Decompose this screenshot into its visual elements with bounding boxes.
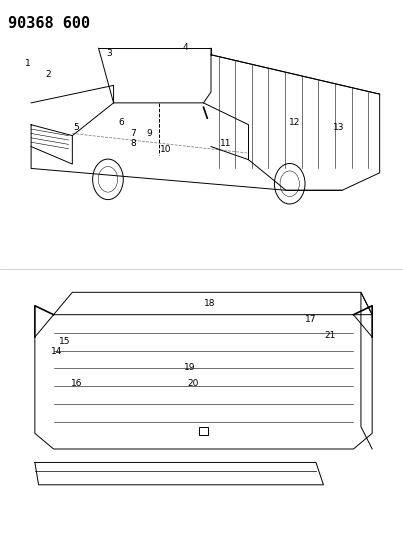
Text: 7: 7 xyxy=(130,129,136,138)
Text: 18: 18 xyxy=(204,300,215,308)
Text: 12: 12 xyxy=(289,118,300,127)
Text: 1: 1 xyxy=(25,60,31,68)
Text: 2: 2 xyxy=(46,70,51,79)
Text: 13: 13 xyxy=(333,124,344,132)
Text: 8: 8 xyxy=(130,140,136,148)
Text: 21: 21 xyxy=(325,332,336,340)
Bar xyxy=(199,427,208,435)
Text: 9: 9 xyxy=(146,129,152,138)
Text: 16: 16 xyxy=(71,379,82,388)
Text: 15: 15 xyxy=(59,337,70,345)
Text: 19: 19 xyxy=(184,364,195,372)
Text: 14: 14 xyxy=(51,348,62,356)
Text: 4: 4 xyxy=(183,44,188,52)
Text: 10: 10 xyxy=(160,145,171,154)
Text: 5: 5 xyxy=(74,124,79,132)
Text: 11: 11 xyxy=(220,140,231,148)
Text: 3: 3 xyxy=(106,49,112,58)
Text: 6: 6 xyxy=(118,118,124,127)
Text: 17: 17 xyxy=(305,316,316,324)
Text: 20: 20 xyxy=(188,379,199,388)
Text: 90368 600: 90368 600 xyxy=(8,16,90,31)
